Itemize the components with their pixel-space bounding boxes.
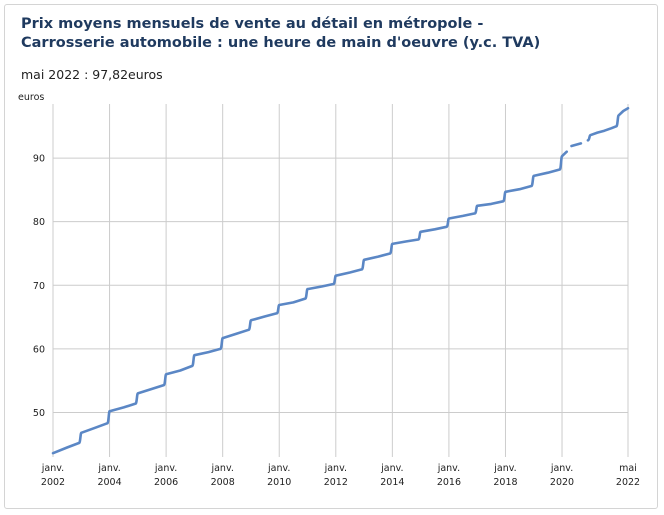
chart-title-line-1: Prix moyens mensuels de vente au détail … xyxy=(21,16,484,32)
x-tick-label-bottom-2002: 2002 xyxy=(41,477,65,488)
y-tick-label-80: 80 xyxy=(33,217,45,228)
y-tick-label-70: 70 xyxy=(33,281,45,292)
x-tick-label-bottom-2022: 2022 xyxy=(616,477,640,488)
x-tick-label-bottom-2004: 2004 xyxy=(97,477,121,488)
chart-subtitle: mai 2022 : 97,82euros xyxy=(21,67,163,82)
chart-title: Prix moyens mensuels de vente au détail … xyxy=(21,15,641,53)
y-tick-label-60: 60 xyxy=(33,344,45,355)
y-tick-label-50: 50 xyxy=(33,408,45,419)
x-tick-label-top-2010: janv. xyxy=(267,463,290,474)
x-tick-label-bottom-2006: 2006 xyxy=(154,477,178,488)
chart-title-line-2: Carrosserie automobile : une heure de ma… xyxy=(21,35,541,51)
x-tick-label-top-2014: janv. xyxy=(380,463,403,474)
x-tick-label-bottom-2010: 2010 xyxy=(267,477,291,488)
x-tick-label-bottom-2012: 2012 xyxy=(324,477,348,488)
series-line-segment-3 xyxy=(586,107,630,142)
x-tick-label-top-2012: janv. xyxy=(324,463,347,474)
x-tick-label-bottom-2020: 2020 xyxy=(550,477,574,488)
x-tick-label-top-2008: janv. xyxy=(210,463,233,474)
series-line-segment-1 xyxy=(51,150,568,455)
series-line-segment-2 xyxy=(570,142,583,148)
x-tick-label-bottom-2014: 2014 xyxy=(380,477,404,488)
x-axis-ticks: janv. 2002 janv. 2004 janv. 2006 janv. 2008 janv… xyxy=(41,463,640,488)
x-tick-label-top-2016: janv. xyxy=(437,463,460,474)
x-tick-label-top-2018: janv. xyxy=(493,463,516,474)
grid xyxy=(52,104,629,457)
y-tick-label-90: 90 xyxy=(33,154,45,165)
x-tick-label-top-2022: mai xyxy=(619,463,637,474)
x-tick-label-top-2002: janv. xyxy=(41,463,64,474)
x-tick-label-bottom-2018: 2018 xyxy=(493,477,517,488)
x-tick-label-bottom-2016: 2016 xyxy=(437,477,461,488)
y-axis-ticks: 50 60 70 80 90 xyxy=(33,154,45,419)
x-tick-label-top-2006: janv. xyxy=(154,463,177,474)
x-tick-label-bottom-2008: 2008 xyxy=(211,477,235,488)
chart-card: Prix moyens mensuels de vente au détail … xyxy=(4,4,658,509)
x-tick-label-top-2004: janv. xyxy=(97,463,120,474)
x-tick-label-top-2020: janv. xyxy=(550,463,573,474)
series-group xyxy=(51,107,630,455)
y-axis-label: euros xyxy=(18,92,44,103)
